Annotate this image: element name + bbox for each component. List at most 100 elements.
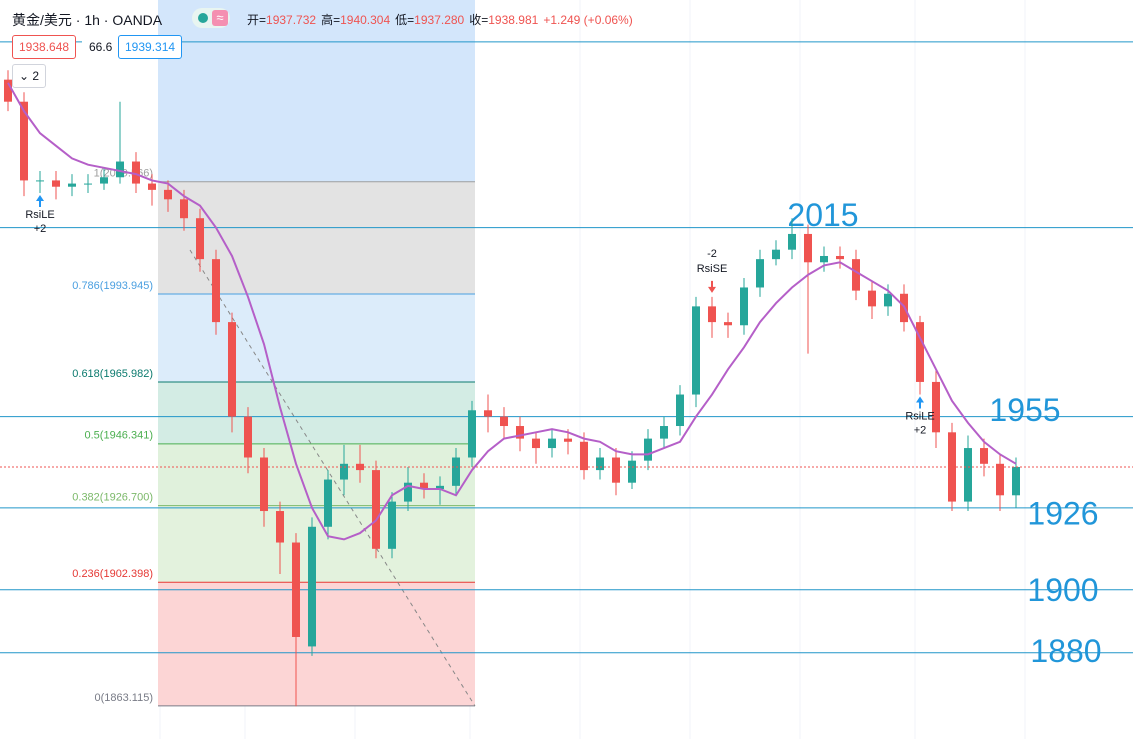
fib-label: 0.618(1965.982) (72, 368, 153, 380)
candle-body (36, 180, 44, 182)
fib-band (158, 181, 475, 294)
candle-body (308, 526, 316, 647)
candle-body (20, 101, 28, 181)
candle-body (548, 438, 556, 449)
ohlc-value: 1938.981 (488, 13, 539, 27)
level-label: 1955 (989, 392, 1060, 428)
candle-body (596, 457, 604, 471)
candle-body (404, 482, 412, 502)
candle-body (388, 501, 396, 549)
candle-body (676, 394, 684, 427)
candle-body (564, 438, 572, 442)
level-label: 1926 (1027, 495, 1098, 531)
candle-body (420, 482, 428, 489)
candle-body (932, 381, 940, 433)
fib-label: 0.236(1902.398) (72, 568, 153, 580)
ohlc-value: 1937.280 (414, 13, 465, 27)
signal-arrow (36, 195, 44, 208)
candle-body (84, 183, 92, 185)
fib-top-band (158, 0, 475, 182)
fib-label: 0.5(1946.341) (85, 430, 154, 442)
candle-body (1012, 466, 1020, 496)
fib-label: 0(1863.115) (94, 692, 153, 704)
candle-body (532, 438, 540, 449)
ohlc-value: 1940.304 (340, 13, 391, 27)
fib-band (158, 293, 475, 382)
candle-body (788, 233, 796, 250)
ohlc-key: 开= (247, 13, 267, 27)
signal-label: RsiLE (905, 410, 934, 422)
indicator-toggle[interactable]: ⌄ 2 (12, 64, 47, 88)
candle-body (804, 233, 812, 263)
ohlc-value: 1937.732 (266, 13, 317, 27)
bid[interactable]: 1938.648 (12, 35, 77, 59)
candle-body (964, 448, 972, 502)
level-label: 1900 (1027, 572, 1098, 608)
candle-body (132, 161, 140, 184)
level-label: 1880 (1030, 633, 1101, 669)
candle-body (196, 218, 204, 260)
signal-arrow (916, 396, 924, 409)
candle-body (836, 255, 844, 260)
signal-label: RsiSE (697, 263, 728, 275)
candle-body (708, 306, 716, 323)
ohlc-key: 收= (469, 13, 489, 27)
candle-body (292, 542, 300, 637)
candle-body (180, 199, 188, 219)
candle-body (980, 448, 988, 464)
candle-body (884, 293, 892, 307)
candle-body (164, 189, 172, 200)
level-label: 2015 (787, 197, 858, 233)
ohlc-key: 低= (395, 13, 415, 27)
ask[interactable]: 1939.314 (118, 35, 183, 59)
candle-body (580, 441, 588, 471)
fib-band (158, 505, 475, 583)
candle-body (740, 287, 748, 326)
candle-body (772, 249, 780, 260)
candle-body (4, 79, 12, 102)
indicator-count: 2 (32, 69, 40, 83)
fib-band (158, 582, 475, 706)
candle-body (660, 426, 668, 439)
candle-body (260, 457, 268, 512)
candle-body (644, 438, 652, 461)
change: +1.249 (+0.06%) (543, 13, 633, 27)
fib-band (158, 443, 475, 506)
chevron: ⌄ (19, 69, 33, 83)
signal-size: -2 (707, 248, 717, 260)
symbol: 黄金/美元 · 1h · OANDA (12, 12, 163, 28)
candle-body (500, 416, 508, 427)
candle-body (372, 470, 380, 549)
candle-body (52, 180, 60, 187)
candle-body (452, 457, 460, 486)
candle-body (468, 410, 476, 458)
signal-size: +2 (34, 223, 47, 235)
ohlc-key: 高= (321, 13, 341, 27)
candle-body (100, 177, 108, 184)
ohlc: 开=1937.732 高=1940.304 低=1937.280 收=1938.981… (247, 11, 633, 28)
candle-body (868, 290, 876, 307)
candle-body (916, 322, 924, 382)
signal-size: +2 (914, 424, 927, 436)
candle-body (244, 416, 252, 458)
fib-label: 0.382(1926.700) (72, 492, 153, 504)
candle-body (724, 322, 732, 326)
candle-body (692, 306, 700, 395)
candle-body (516, 426, 524, 439)
fib-label: 0.786(1993.945) (72, 280, 153, 292)
candle-body (996, 463, 1004, 496)
candle-body (324, 479, 332, 527)
icons[interactable]: ≈ (192, 8, 230, 28)
fib-band (158, 381, 475, 444)
candle-body (276, 511, 284, 543)
moving-average (7, 82, 1017, 541)
spread: 66.6 (82, 35, 120, 59)
candle-body (228, 322, 236, 417)
candle-body (820, 255, 828, 263)
signal-arrow (708, 280, 716, 293)
candle-body (148, 183, 156, 190)
candle-body (212, 259, 220, 323)
candle-body (628, 460, 636, 483)
